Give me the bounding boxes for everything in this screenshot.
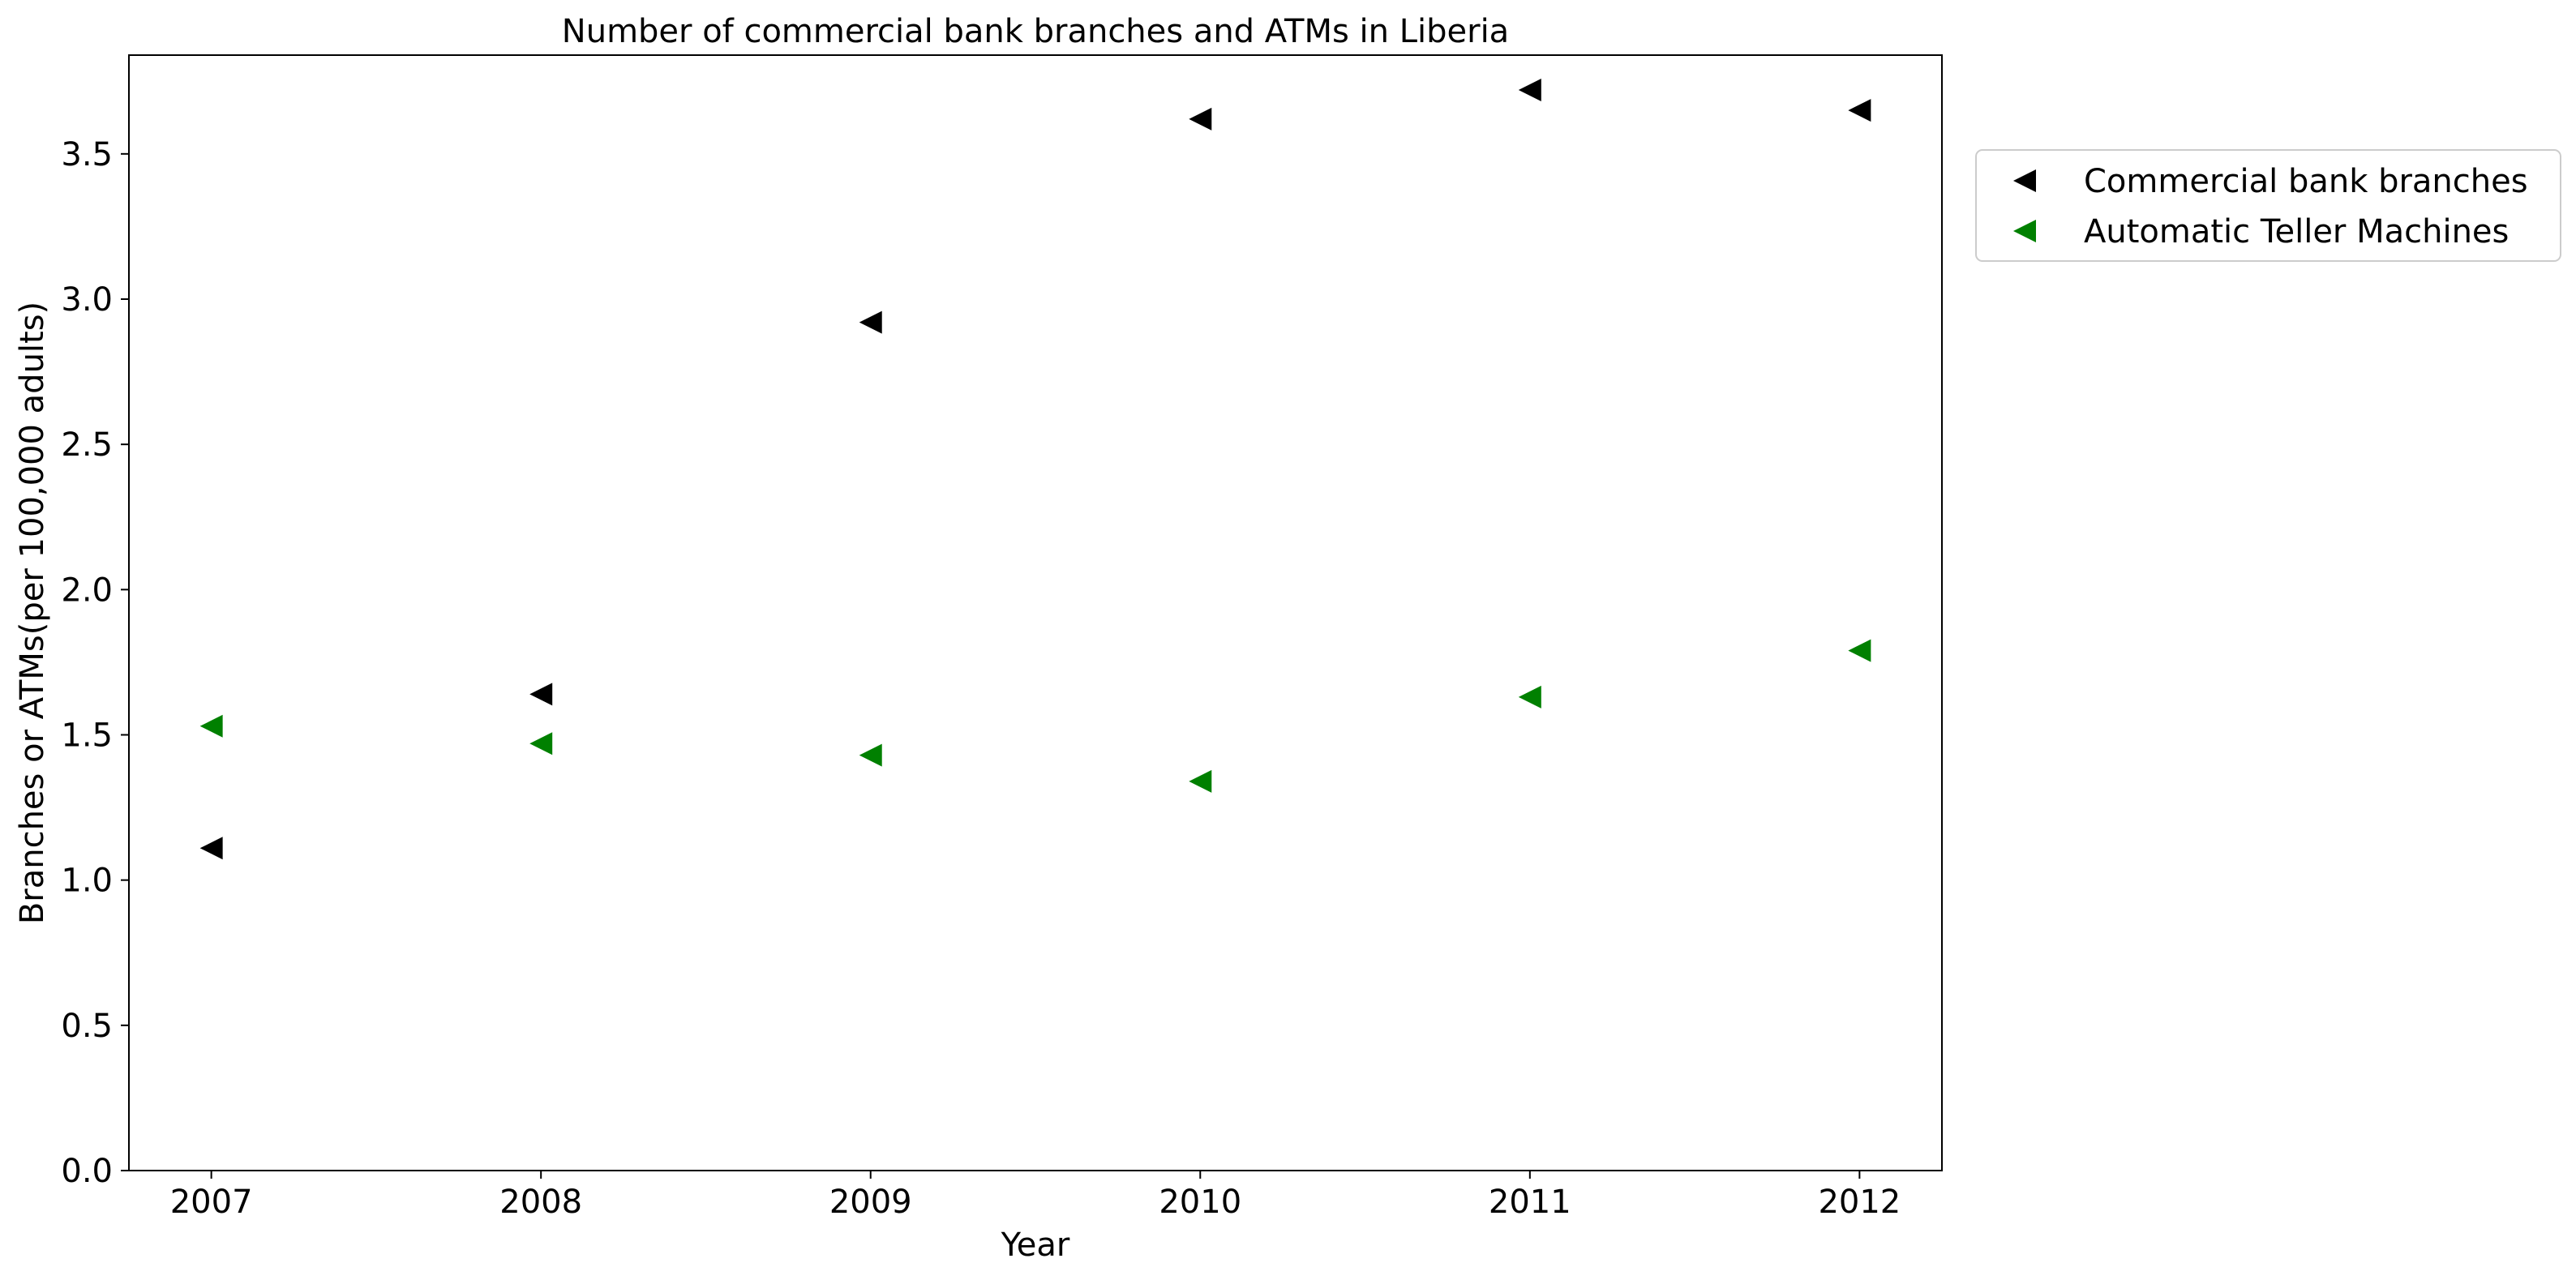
data-point-series-2: [529, 732, 553, 756]
plot-frame: [128, 54, 1943, 1171]
y-tick-label: 1.0: [61, 863, 113, 900]
y-axis-label: Branches or ATMs(per 100,000 adults): [14, 302, 51, 924]
legend-marker: [2013, 220, 2036, 242]
data-point-series-1: [1848, 99, 1871, 122]
x-tick-label: 2009: [829, 1184, 912, 1221]
data-point-series-2: [1518, 685, 1541, 708]
legend-frame: [1975, 149, 2561, 262]
y-tick-label: 2.0: [61, 572, 113, 609]
data-point-series-1: [1189, 107, 1212, 131]
y-tick-label: 3.0: [61, 281, 113, 319]
x-axis-ticks: 2007 2008 2009 2010 2011 2012: [170, 1171, 1901, 1221]
y-tick-label: 3.5: [61, 136, 113, 173]
y-tick-label: 2.5: [61, 426, 113, 464]
x-tick-label: 2008: [499, 1184, 582, 1221]
legend-entries: Commercial bank branches Automatic Teller…: [2013, 163, 2528, 250]
x-tick-label: 2007: [170, 1184, 253, 1221]
y-tick-label: 0.5: [61, 1008, 113, 1045]
data-point-series-2: [199, 714, 223, 738]
data-point-series-1: [199, 837, 223, 860]
data-point-series-1: [859, 310, 882, 334]
y-tick-label: 0.0: [61, 1153, 113, 1190]
legend-label: Commercial bank branches: [2084, 163, 2528, 200]
data-point-series-2: [1189, 769, 1212, 793]
y-tick-label: 1.5: [61, 717, 113, 755]
x-axis-label: Year: [1001, 1226, 1070, 1264]
plot-area: 0.0 0.5 1.0 1.5 2.0 2.5 3.0 3.5 2007 2008 2009 201…: [61, 54, 1943, 1221]
data-point-series-2: [859, 743, 882, 767]
x-tick-label: 2011: [1489, 1184, 1571, 1221]
legend: Commercial bank branches Automatic Teller…: [1975, 149, 2561, 262]
legend-marker: [2013, 169, 2036, 192]
data-points: [199, 79, 1871, 860]
data-point-series-1: [1518, 79, 1541, 101]
data-point-series-1: [529, 683, 553, 706]
x-tick-label: 2010: [1159, 1184, 1241, 1221]
y-axis-ticks: 0.0 0.5 1.0 1.5 2.0 2.5 3.0 3.5: [61, 136, 129, 1190]
legend-label: Automatic Teller Machines: [2084, 213, 2509, 250]
data-point-series-2: [1848, 639, 1871, 662]
x-tick-label: 2012: [1818, 1184, 1901, 1221]
chart-title: Number of commercial bank branches and A…: [562, 13, 1509, 50]
